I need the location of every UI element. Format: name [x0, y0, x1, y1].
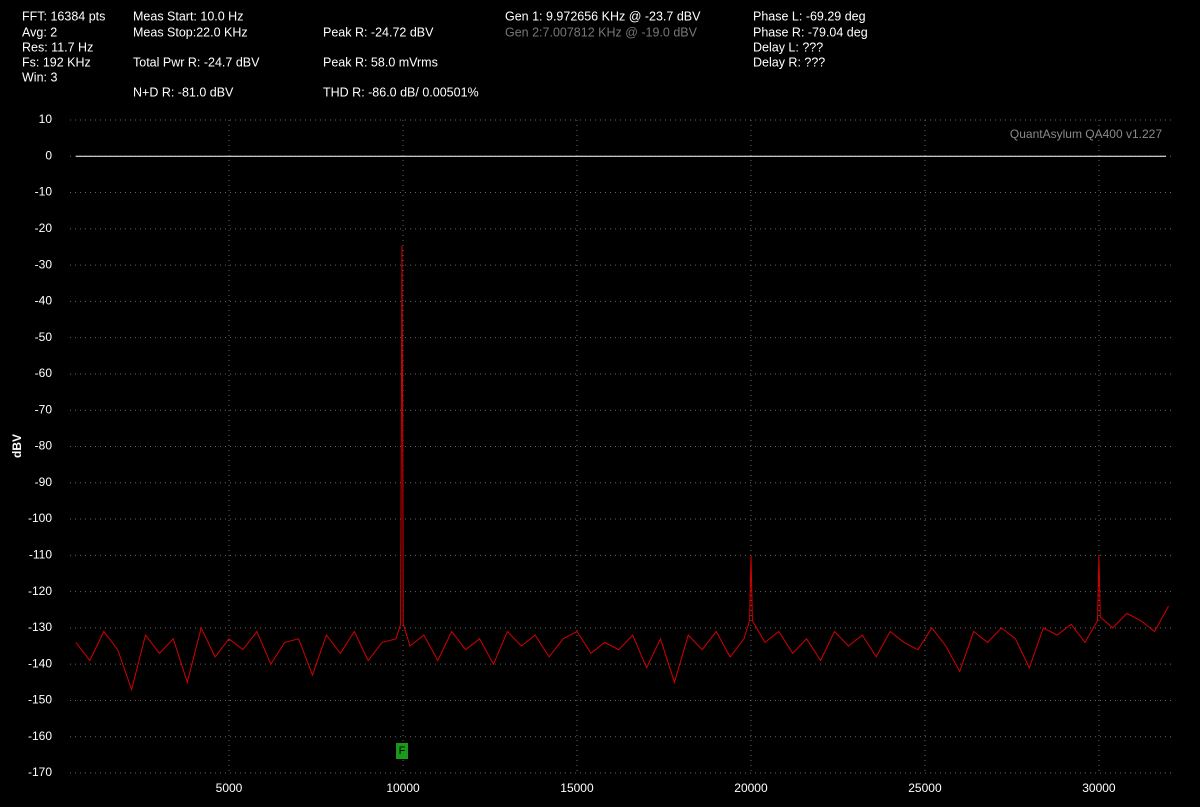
- stat: THD R: -86.0 dB/ 0.00501%: [323, 85, 479, 99]
- y-tick-label: -20: [35, 221, 53, 235]
- stat: FFT: 16384 pts: [22, 9, 105, 23]
- stat: Total Pwr R: -24.7 dBV: [133, 55, 260, 69]
- y-tick-label: -110: [29, 548, 52, 562]
- y-tick-label: -130: [28, 620, 52, 634]
- y-tick-label: -10: [35, 185, 53, 199]
- y-tick-label: -80: [35, 439, 53, 453]
- x-tick-label: 15000: [560, 781, 594, 795]
- x-tick-label: 20000: [734, 781, 768, 795]
- y-tick-label: -160: [28, 729, 52, 743]
- stat: N+D R: -81.0 dBV: [133, 85, 234, 99]
- stat: Res: 11.7 Hz: [22, 40, 93, 54]
- stat: Win: 3: [22, 70, 57, 84]
- y-tick-label: -30: [35, 257, 53, 271]
- stat: Gen 1: 9.972656 KHz @ -23.7 dBV: [505, 9, 701, 23]
- spectrum-line: [75, 245, 1169, 692]
- y-tick-label: -50: [35, 330, 53, 344]
- watermark: QuantAsylum QA400 v1.227: [1010, 127, 1162, 141]
- stat: Delay L: ???: [753, 40, 823, 54]
- stat: Avg: 2: [22, 25, 57, 39]
- y-tick-label: -40: [35, 294, 53, 308]
- y-tick-label: 0: [45, 148, 52, 162]
- stat: Meas Stop:22.0 KHz: [133, 25, 248, 39]
- y-axis-label: dBV: [10, 434, 24, 458]
- stat: Peak R: -24.72 dBV: [323, 25, 434, 39]
- stat: Delay R: ???: [753, 55, 825, 69]
- stat: Phase R: -79.04 deg: [753, 25, 868, 39]
- stat: Peak R: 58.0 mVrms: [323, 55, 438, 69]
- stat: Gen 2:7.007812 KHz @ -19.0 dBV: [505, 25, 698, 39]
- y-tick-label: -170: [28, 765, 52, 779]
- stat: Meas Start: 10.0 Hz: [133, 9, 243, 23]
- y-tick-label: -150: [28, 693, 52, 707]
- x-tick-label: 5000: [216, 781, 243, 795]
- y-tick-label: -100: [28, 511, 52, 525]
- stat: Phase L: -69.29 deg: [753, 9, 866, 23]
- x-tick-label: 25000: [908, 781, 942, 795]
- x-tick-label: 10000: [386, 781, 420, 795]
- y-tick-label: 10: [39, 112, 53, 126]
- y-tick-label: -90: [35, 475, 53, 489]
- y-tick-label: -140: [28, 656, 52, 670]
- marker-label: F: [399, 745, 406, 757]
- y-tick-label: -70: [35, 402, 53, 416]
- y-tick-label: -120: [28, 584, 52, 598]
- x-tick-label: 30000: [1082, 781, 1116, 795]
- stat: Fs: 192 KHz: [22, 55, 91, 69]
- y-tick-label: -60: [35, 366, 53, 380]
- header: FFT: 16384 pts Avg: 2 Res: 11.7 Hz Fs: 1…: [22, 9, 868, 99]
- marker-box: [396, 743, 409, 759]
